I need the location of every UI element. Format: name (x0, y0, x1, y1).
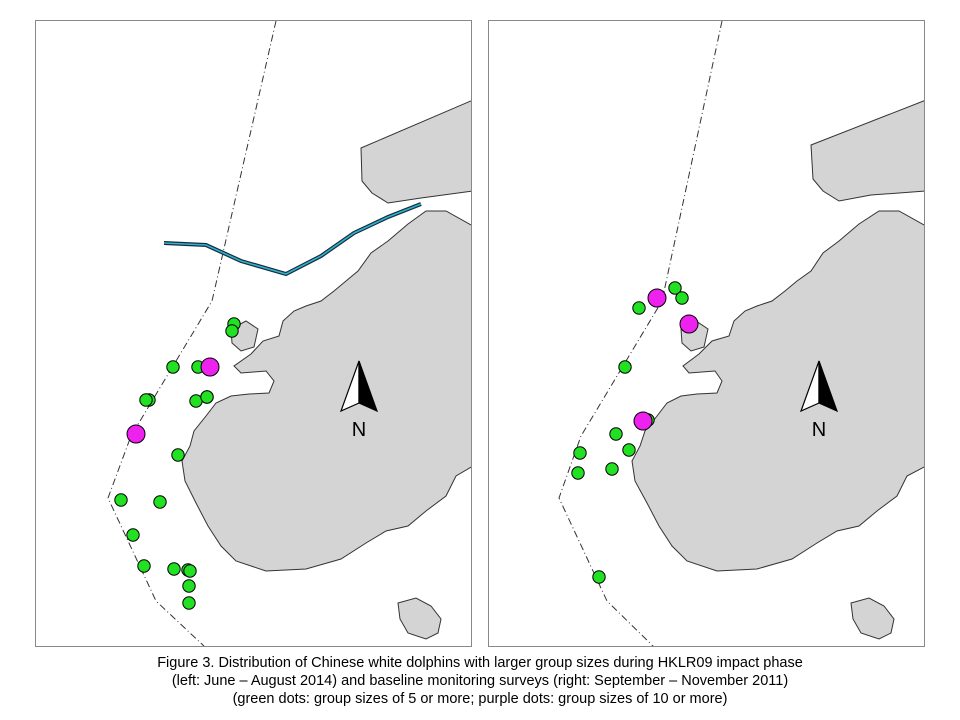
green-dot (182, 579, 196, 593)
green-dot (200, 390, 214, 404)
caption-line-2: (left: June – August 2014) and baseline … (171, 673, 789, 689)
green-dot (573, 446, 587, 460)
green-dot (167, 562, 181, 576)
north-arrow: N (339, 360, 379, 441)
purple-dot (647, 288, 667, 308)
green-dot (114, 493, 128, 507)
land-north (810, 100, 924, 202)
north-label: N (352, 419, 366, 441)
green-dot (571, 466, 585, 480)
caption-line-1: Figure 3. Distribution of Chinese white … (157, 655, 803, 671)
green-dot (622, 443, 636, 457)
green-dot (609, 427, 623, 441)
green-dot (605, 462, 619, 476)
land-main (181, 210, 471, 572)
purple-dot (633, 411, 653, 431)
green-dot (171, 448, 185, 462)
left-map-canvas: N (107, 21, 471, 646)
left-map-panel: N (35, 20, 472, 647)
green-dot (153, 495, 167, 509)
green-dot (632, 301, 646, 315)
north-label: N (812, 419, 826, 441)
boundary-line (558, 21, 723, 646)
right-map-panel: N (488, 20, 925, 647)
green-dot (183, 564, 197, 578)
island-south (850, 597, 895, 640)
green-dot (225, 324, 239, 338)
land-north (360, 100, 471, 204)
green-dot (592, 570, 606, 584)
figure-caption: Figure 3. Distribution of Chinese white … (0, 654, 960, 708)
green-dot (126, 528, 140, 542)
island-south (397, 597, 442, 640)
north-arrow: N (799, 360, 839, 441)
purple-dot (200, 357, 220, 377)
purple-dot (679, 314, 699, 334)
green-dot (137, 559, 151, 573)
green-dot (675, 291, 689, 305)
route-line-accent (163, 203, 422, 275)
caption-line-3: (green dots: group sizes of 5 or more; p… (232, 691, 728, 707)
green-dot (139, 393, 153, 407)
purple-dot (126, 424, 146, 444)
land-main (631, 210, 924, 572)
left-dots-layer (114, 317, 241, 610)
right-dots-layer (571, 281, 699, 584)
green-dot (182, 596, 196, 610)
green-dot (668, 281, 682, 295)
right-map-canvas: N (558, 21, 924, 646)
green-dot (166, 360, 180, 374)
green-dot (618, 360, 632, 374)
